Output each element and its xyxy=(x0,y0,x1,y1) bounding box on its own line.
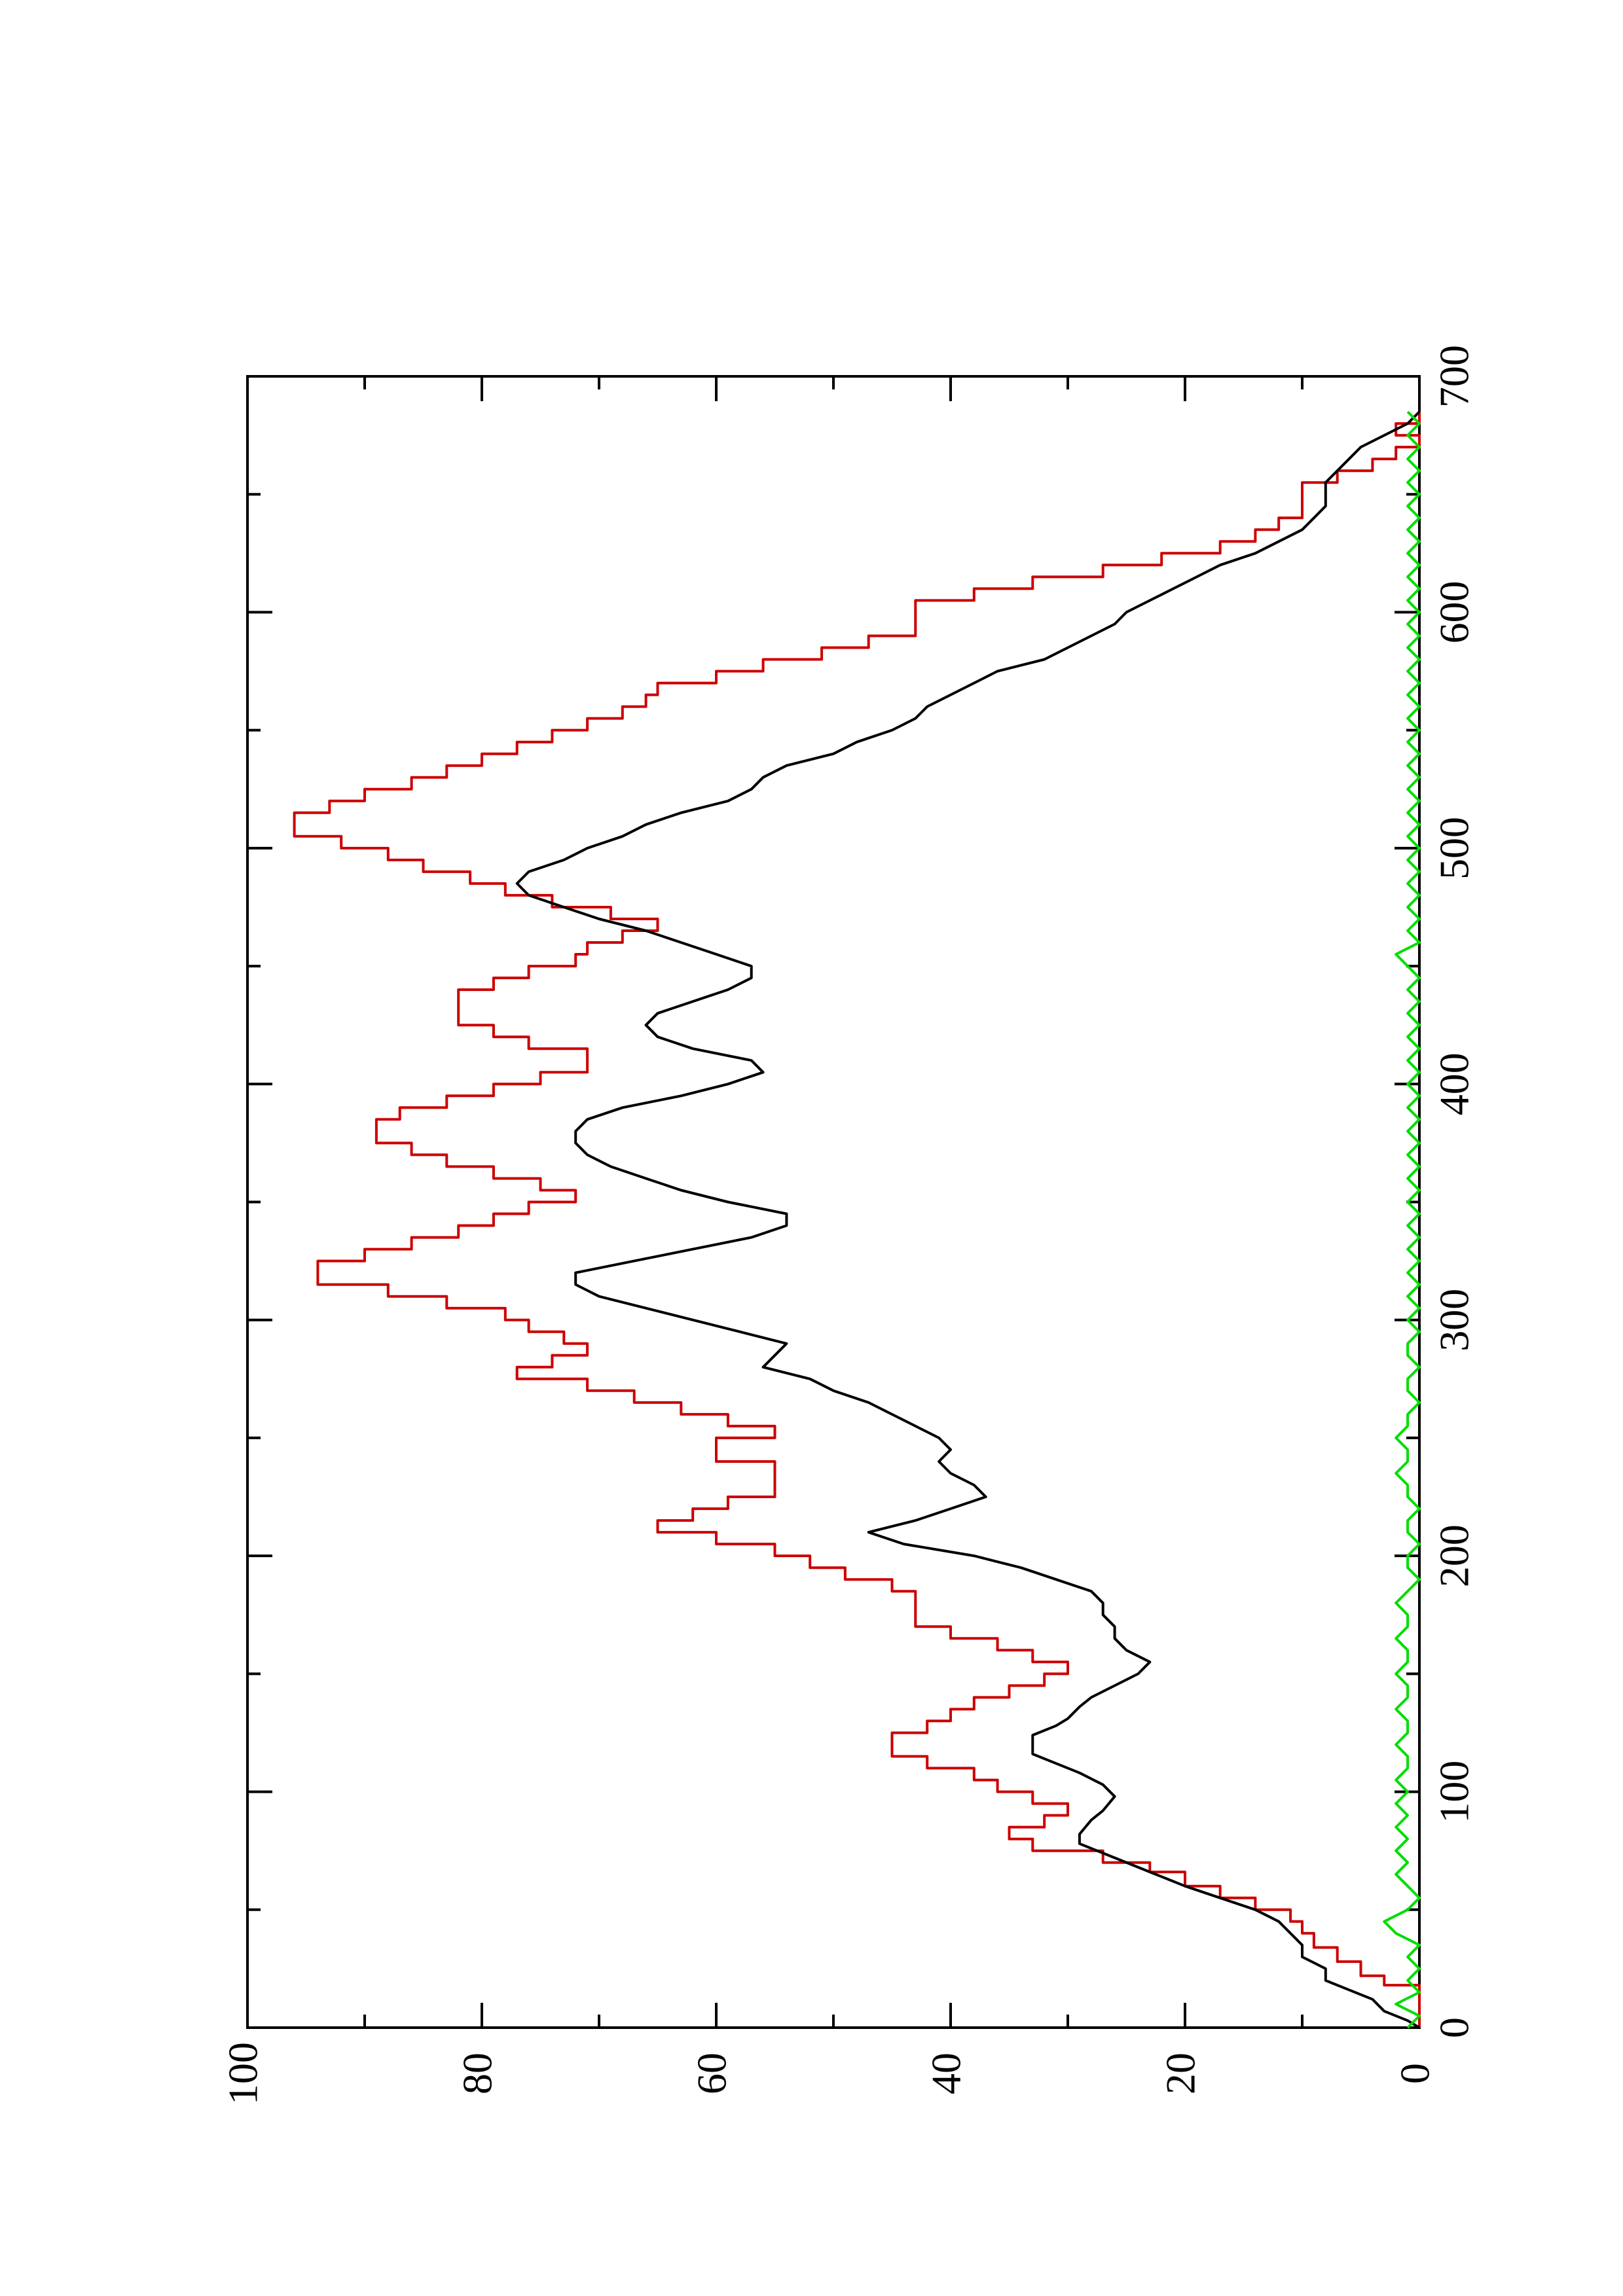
y-tick-label: 20 xyxy=(1158,2053,1204,2094)
y-tick-label: 60 xyxy=(689,2053,735,2094)
x-tick-label: 600 xyxy=(1431,581,1478,643)
tick-labels: 0 100 200 300 400 500 600 700 0 20 40 60 80 100 xyxy=(220,345,1478,2105)
y-tick-label: 80 xyxy=(454,2053,501,2094)
series-line-2 xyxy=(1383,410,1421,2029)
x-tick-label: 400 xyxy=(1431,1052,1478,1115)
x-tick-label: 300 xyxy=(1431,1289,1478,1352)
x-tick-label: 100 xyxy=(1431,1761,1478,1823)
y-tick-label: 40 xyxy=(923,2053,970,2094)
x-tick-label: 700 xyxy=(1431,345,1478,408)
series-line-0 xyxy=(293,412,1421,2028)
x-tick-label: 500 xyxy=(1431,817,1478,880)
x-tick-label: 0 xyxy=(1431,2017,1478,2038)
y-tick-label: 0 xyxy=(1392,2063,1438,2084)
series-line-1 xyxy=(515,410,1421,2029)
series-group xyxy=(293,410,1421,2029)
y-tick-label: 100 xyxy=(220,2042,266,2105)
x-tick-label: 200 xyxy=(1431,1524,1478,1587)
axis-ticks xyxy=(246,375,1421,2029)
plot-frame xyxy=(246,375,1421,2029)
